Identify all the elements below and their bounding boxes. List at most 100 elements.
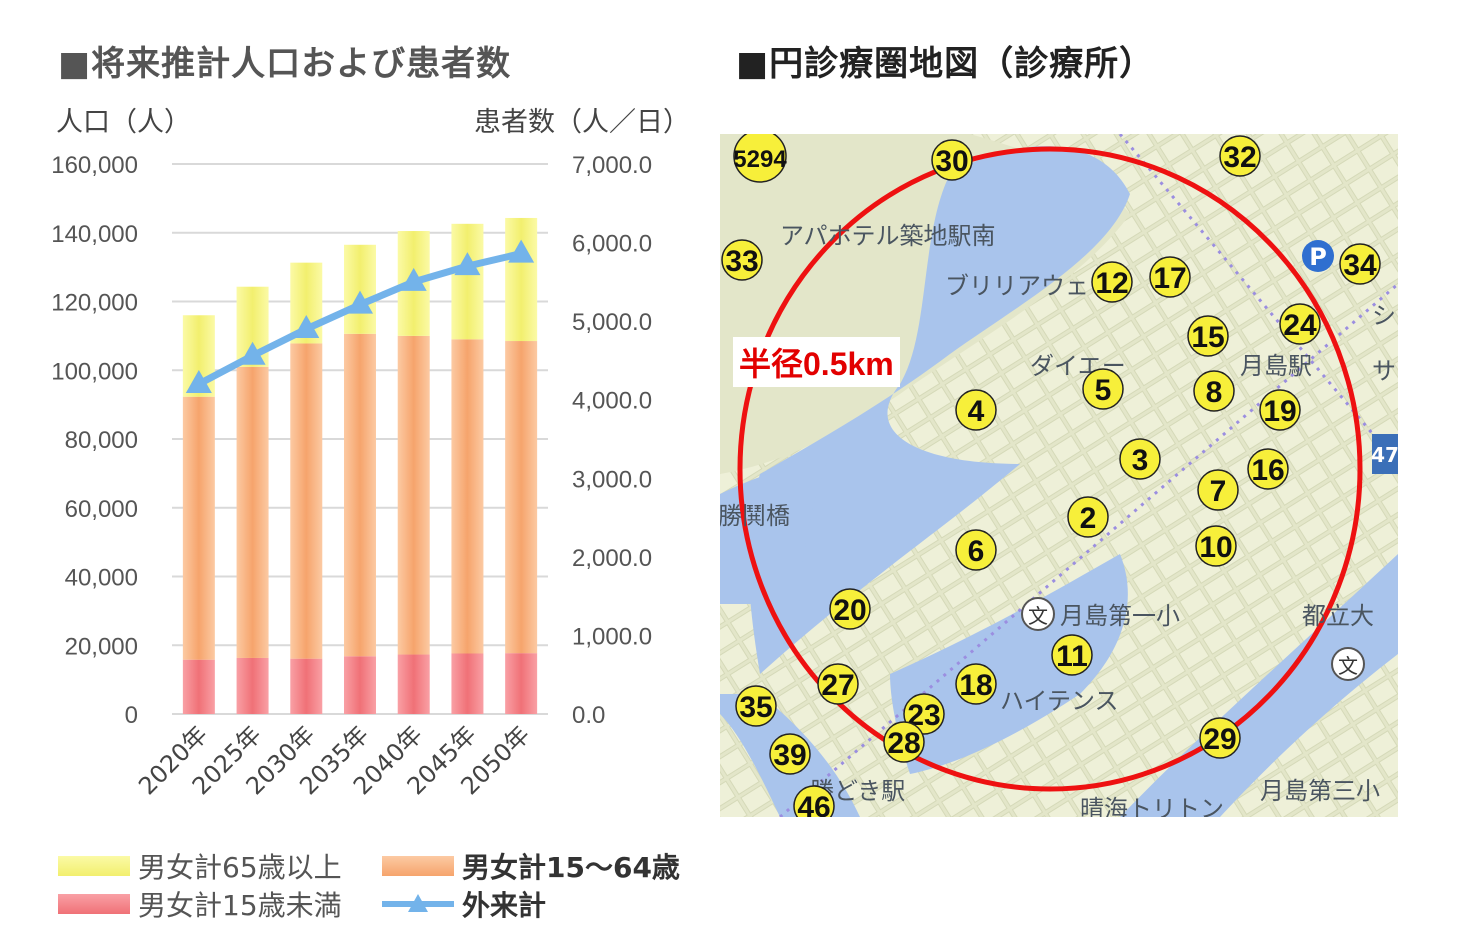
clinic-marker[interactable]: 19 <box>1259 389 1301 431</box>
svg-text:サ: サ <box>1372 358 1396 385</box>
clinic-marker[interactable]: 6 <box>955 529 997 571</box>
y-left-tick-label: 20,000 <box>65 633 138 660</box>
svg-text:29: 29 <box>1203 723 1236 756</box>
clinic-marker[interactable]: 16 <box>1247 448 1289 490</box>
clinic-marker[interactable]: 46 <box>793 785 835 817</box>
svg-text:4: 4 <box>968 395 985 428</box>
svg-text:10: 10 <box>1199 531 1232 564</box>
svg-text:11: 11 <box>1056 640 1088 673</box>
bar-segment <box>236 657 269 714</box>
clinic-marker[interactable]: 30 <box>931 139 973 181</box>
svg-text:6: 6 <box>968 535 985 568</box>
clinic-marker[interactable]: 8 <box>1193 370 1235 412</box>
svg-text:33: 33 <box>725 245 758 278</box>
bar-segment <box>344 244 376 334</box>
y-right-tick-label: 5,000.0 <box>572 309 652 336</box>
y-left-tick-label: 60,000 <box>65 496 138 523</box>
y-right-tick-label: 4,000.0 <box>572 388 652 415</box>
outpatient-point <box>185 370 212 393</box>
map-title: ■円診療圏地図（診療所） <box>736 44 1155 84</box>
svg-text:16: 16 <box>1251 454 1284 487</box>
svg-text:39: 39 <box>773 739 806 772</box>
clinic-marker[interactable]: 3 <box>1119 438 1161 480</box>
svg-text:P: P <box>1309 243 1327 271</box>
bar-segment <box>505 341 538 654</box>
svg-text:7: 7 <box>1210 475 1227 508</box>
svg-text:ブリリアウェ: ブリリアウェ <box>945 273 1089 300</box>
clinic-map[interactable]: アパホテル築地駅南 ブリリアウェ ダイエー 月島駅 勝鬨橋 月島第一小 都立大 … <box>720 134 1398 817</box>
svg-text:月島第一小: 月島第一小 <box>1060 603 1180 630</box>
svg-text:19: 19 <box>1263 395 1296 428</box>
y-right-tick-label: 1,000.0 <box>572 623 652 650</box>
clinic-marker[interactable]: 4 <box>955 389 997 431</box>
clinic-marker[interactable]: 29 <box>1199 717 1241 759</box>
parking-icon[interactable]: P <box>1302 240 1334 272</box>
clinic-marker[interactable]: 24 <box>1279 303 1321 345</box>
y-left-tick-label: 0 <box>125 702 138 729</box>
svg-text:アパホテル築地駅南: アパホテル築地駅南 <box>780 223 996 250</box>
clinic-marker[interactable]: 2 <box>1067 496 1109 538</box>
clinic-marker[interactable]: 15 <box>1187 315 1229 357</box>
radius-circle <box>737 146 1363 792</box>
clinic-marker[interactable]: 28 <box>883 721 925 763</box>
clinic-marker[interactable]: 11 <box>1051 634 1093 676</box>
svg-text:27: 27 <box>821 669 854 702</box>
bar-segment <box>505 653 538 714</box>
outpatient-point <box>454 252 481 276</box>
y-right-tick-label: 6,000.0 <box>572 231 652 258</box>
bar-segment <box>397 335 430 655</box>
clinic-marker[interactable]: 18 <box>955 663 997 705</box>
bar-segment <box>344 656 376 714</box>
outpatient-point <box>293 315 320 338</box>
svg-text:ハイテンス: ハイテンス <box>1000 688 1119 715</box>
clinic-marker[interactable]: 32 <box>1219 135 1261 177</box>
y-left-tick-label: 40,000 <box>65 565 138 592</box>
y-right-tick-label: 3,000.0 <box>572 466 652 493</box>
svg-text:月島駅: 月島駅 <box>1240 353 1312 380</box>
clinic-marker[interactable]: 5294 <box>733 134 787 183</box>
map-canvas[interactable]: アパホテル築地駅南 ブリリアウェ ダイエー 月島駅 勝鬨橋 月島第一小 都立大 … <box>720 134 1398 817</box>
clinic-marker[interactable]: 33 <box>721 239 763 281</box>
clinic-marker[interactable]: 10 <box>1195 525 1237 567</box>
bar-segment <box>451 339 484 654</box>
clinic-marker[interactable]: 39 <box>769 733 811 775</box>
place-labels: アパホテル築地駅南 ブリリアウェ ダイエー 月島駅 勝鬨橋 月島第一小 都立大 … <box>720 223 1396 817</box>
legend-label-outpatient: 外来計 <box>462 889 547 922</box>
svg-text:12: 12 <box>1095 267 1128 300</box>
legend-15to64: 男女計15〜64歳 <box>382 846 680 886</box>
y-right-tick-label: 7,000.0 <box>572 152 652 179</box>
clinic-marker[interactable]: 34 <box>1339 243 1381 285</box>
river-west <box>748 146 1130 675</box>
rail-line <box>779 282 1398 817</box>
legend-outpatient: 外来計 <box>382 884 546 924</box>
clinic-marker[interactable]: 5 <box>1082 368 1124 410</box>
svg-text:28: 28 <box>887 727 920 760</box>
svg-text:46: 46 <box>797 791 830 817</box>
clinic-marker[interactable]: 12 <box>1091 261 1133 303</box>
bar-segment <box>290 343 323 659</box>
legend-swatch-15to64 <box>382 856 454 876</box>
y-right-axis-title: 患者数（人／日） <box>474 107 690 138</box>
svg-text:勝鬨橋: 勝鬨橋 <box>720 503 790 530</box>
bar-segment <box>451 223 484 340</box>
svg-text:24: 24 <box>1283 309 1317 342</box>
clinic-marker[interactable]: 7 <box>1197 469 1239 511</box>
legend-label-65plus: 男女計65歳以上 <box>138 851 342 884</box>
bar-segment <box>505 217 538 342</box>
legend-swatch-65plus <box>58 856 130 876</box>
clinic-marker[interactable]: 35 <box>735 685 777 727</box>
svg-text:5294: 5294 <box>733 146 787 173</box>
svg-text:月島第三小: 月島第三小 <box>1260 778 1380 805</box>
svg-text:30: 30 <box>935 145 968 178</box>
bar-segment <box>182 659 215 714</box>
y-left-tick-label: 120,000 <box>51 290 138 317</box>
bar-segment <box>344 333 376 657</box>
chart-title: ■将来推計人口および患者数 <box>58 44 512 84</box>
clinic-marker[interactable]: 20 <box>829 588 871 630</box>
clinic-marker[interactable]: 17 <box>1149 256 1191 298</box>
bar-segment <box>236 366 269 658</box>
y-right-tick-label: 0.0 <box>572 702 605 729</box>
svg-text:17: 17 <box>1153 262 1186 295</box>
clinic-marker[interactable]: 27 <box>817 663 859 705</box>
